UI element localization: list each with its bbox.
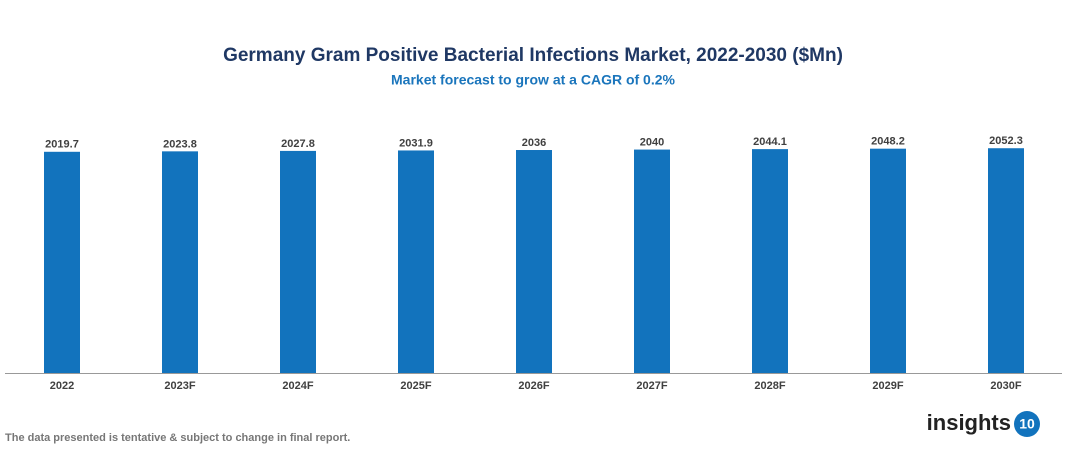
value-label: 2048.2 [871, 136, 905, 148]
value-label: 2023.8 [163, 138, 197, 150]
bar [516, 150, 552, 373]
logo-badge-circle [1014, 411, 1040, 437]
x-tick-label: 2028F [754, 380, 785, 392]
x-tick-label: 2024F [282, 380, 313, 392]
bar [634, 149, 670, 373]
x-tick-label: 2025F [400, 380, 431, 392]
footnote: The data presented is tentative & subjec… [5, 432, 350, 444]
x-tick-label: 2027F [636, 380, 667, 392]
value-label: 2036 [522, 137, 546, 149]
value-label: 2027.8 [281, 138, 315, 150]
bar [752, 149, 788, 373]
bar [162, 151, 198, 373]
logo-badge: 10 [1019, 416, 1035, 432]
x-tick-label: 2029F [872, 380, 903, 392]
x-tick-label: 2023F [164, 380, 195, 392]
x-tick-label: 2026F [518, 380, 549, 392]
value-label: 2019.7 [45, 139, 79, 151]
logo-text: insights [927, 410, 1011, 435]
bar [398, 150, 434, 373]
value-label: 2040 [640, 136, 664, 148]
x-tick-label: 2022 [50, 380, 74, 392]
x-tick-label: 2030F [990, 380, 1021, 392]
value-label: 2044.1 [753, 136, 787, 148]
value-label: 2052.3 [989, 135, 1023, 147]
value-label: 2031.9 [399, 137, 433, 149]
bar [44, 151, 80, 373]
chart-subtitle: Market forecast to grow at a CAGR of 0.2… [391, 72, 676, 88]
logo: insights 10 [927, 410, 1040, 437]
bar [280, 150, 316, 373]
chart-title: Germany Gram Positive Bacterial Infectio… [223, 45, 843, 66]
bar [870, 148, 906, 373]
bar [988, 148, 1024, 373]
